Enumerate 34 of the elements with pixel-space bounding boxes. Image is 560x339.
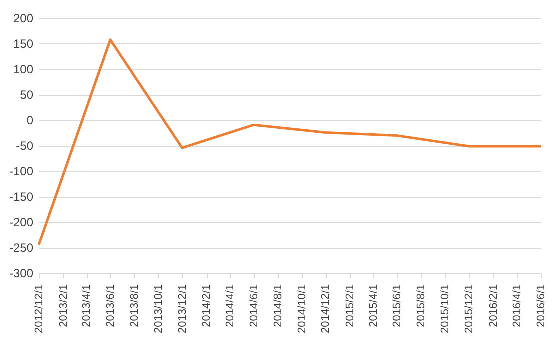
x-tick-label: 2012/12/1 bbox=[34, 284, 46, 334]
x-tick-label: 2014/4/1 bbox=[224, 284, 236, 328]
y-tick-label: 0 bbox=[26, 114, 34, 128]
x-tick-label: 2015/2/1 bbox=[344, 284, 357, 328]
x-tick-label: 2016/2/1 bbox=[488, 284, 500, 328]
y-tick-label: 50 bbox=[20, 88, 34, 102]
x-tick-label: 2014/12/1 bbox=[320, 284, 332, 334]
y-tick-label: -200 bbox=[9, 216, 34, 230]
x-tick-label: 2013/12/1 bbox=[176, 284, 189, 334]
x-tick-label: 2015/8/1 bbox=[416, 284, 428, 328]
x-tick-label: 2014/2/1 bbox=[201, 284, 214, 328]
x-tick-label: 2015/12/1 bbox=[464, 284, 476, 334]
x-tick-label: 2014/8/1 bbox=[272, 284, 284, 328]
y-tick-label: 150 bbox=[13, 37, 34, 51]
x-tick-label: 2015/4/1 bbox=[368, 284, 380, 328]
x-tick-label: 2015/10/1 bbox=[440, 284, 452, 334]
x-tick-label: 2013/4/1 bbox=[81, 284, 94, 328]
x-tick-label: 2015/6/1 bbox=[392, 284, 404, 328]
y-tick-label: -50 bbox=[16, 139, 34, 153]
x-tick-label: 2014/6/1 bbox=[248, 284, 260, 328]
line-series bbox=[38, 38, 542, 246]
y-tick-label: 100 bbox=[13, 62, 34, 76]
x-tick-label: 2013/2/1 bbox=[58, 284, 70, 328]
x-tick-label: 2014/10/1 bbox=[296, 284, 308, 334]
y-tick-label: -100 bbox=[9, 164, 34, 178]
y-tick-label: -250 bbox=[9, 241, 34, 255]
y-tick-label: 200 bbox=[13, 12, 34, 26]
x-tick-label: 2013/6/1 bbox=[104, 284, 117, 328]
y-tick-label: -150 bbox=[9, 190, 34, 204]
x-tick-label: 2016/6/1 bbox=[536, 284, 548, 328]
x-tick-label: 2013/8/1 bbox=[128, 284, 141, 328]
x-tick-label: 2013/10/1 bbox=[152, 284, 165, 334]
y-tick-label: -300 bbox=[9, 266, 34, 280]
x-tick-label: 2016/4/1 bbox=[512, 284, 524, 328]
